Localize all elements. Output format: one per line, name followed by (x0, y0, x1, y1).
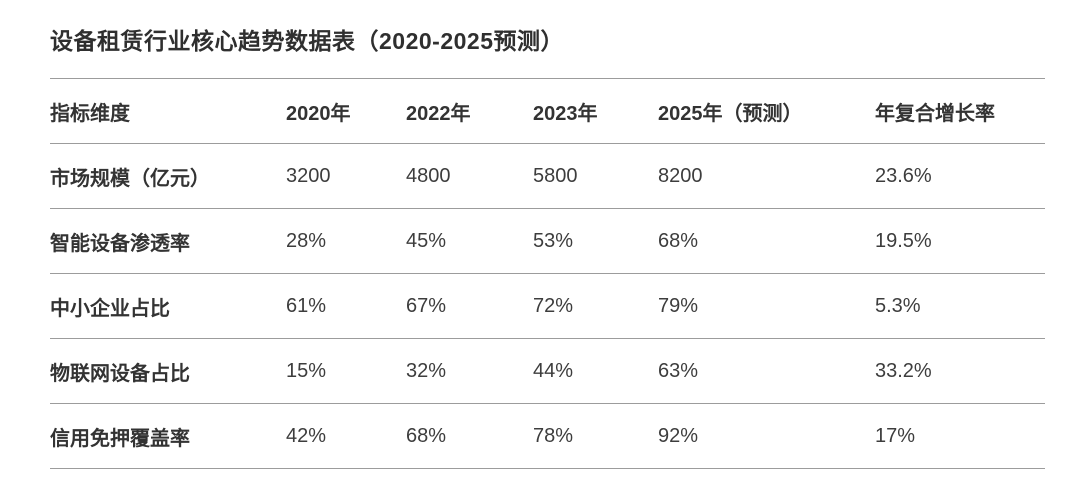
row-label: 信用免押覆盖率 (50, 403, 286, 469)
page-title: 设备租赁行业核心趋势数据表（2020-2025预测） (50, 28, 564, 54)
cell-value: 67% (406, 273, 533, 339)
cell-value: 53% (533, 208, 658, 274)
cell-value: 42% (286, 403, 406, 469)
cell-value: 5800 (533, 143, 658, 209)
table-row: 市场规模（亿元） 3200 4800 5800 8200 23.6% (50, 143, 1045, 209)
column-header-2025-forecast: 2025年（预测） (658, 78, 875, 144)
table-row: 智能设备渗透率 28% 45% 53% 68% 19.5% (50, 208, 1045, 274)
cell-value: 4800 (406, 143, 533, 209)
table-row: 中小企业占比 61% 67% 72% 79% 5.3% (50, 273, 1045, 339)
cell-value: 19.5% (875, 208, 1045, 274)
cell-value: 44% (533, 338, 658, 404)
table-row: 信用免押覆盖率 42% 68% 78% 92% 17% (50, 403, 1045, 469)
cell-value: 8200 (658, 143, 875, 209)
table-row: 物联网设备占比 15% 32% 44% 63% 33.2% (50, 338, 1045, 404)
column-header-2022: 2022年 (406, 78, 533, 144)
cell-value: 61% (286, 273, 406, 339)
cell-value: 23.6% (875, 143, 1045, 209)
table-header-row: 指标维度 2020年 2022年 2023年 2025年（预测） 年复合增长率 (50, 78, 1045, 144)
cell-value: 72% (533, 273, 658, 339)
row-label: 市场规模（亿元） (50, 143, 286, 209)
trend-data-table: 指标维度 2020年 2022年 2023年 2025年（预测） 年复合增长率 … (50, 78, 1045, 469)
cell-value: 15% (286, 338, 406, 404)
cell-value: 32% (406, 338, 533, 404)
cell-value: 33.2% (875, 338, 1045, 404)
cell-value: 5.3% (875, 273, 1045, 339)
cell-value: 79% (658, 273, 875, 339)
row-label: 物联网设备占比 (50, 338, 286, 404)
cell-value: 92% (658, 403, 875, 469)
row-label: 中小企业占比 (50, 273, 286, 339)
cell-value: 63% (658, 338, 875, 404)
column-header-2023: 2023年 (533, 78, 658, 144)
cell-value: 17% (875, 403, 1045, 469)
cell-value: 68% (658, 208, 875, 274)
column-header-2020: 2020年 (286, 78, 406, 144)
cell-value: 28% (286, 208, 406, 274)
column-header-cagr: 年复合增长率 (875, 78, 1045, 144)
cell-value: 68% (406, 403, 533, 469)
cell-value: 78% (533, 403, 658, 469)
column-header-metric: 指标维度 (50, 78, 286, 144)
cell-value: 3200 (286, 143, 406, 209)
row-label: 智能设备渗透率 (50, 208, 286, 274)
cell-value: 45% (406, 208, 533, 274)
